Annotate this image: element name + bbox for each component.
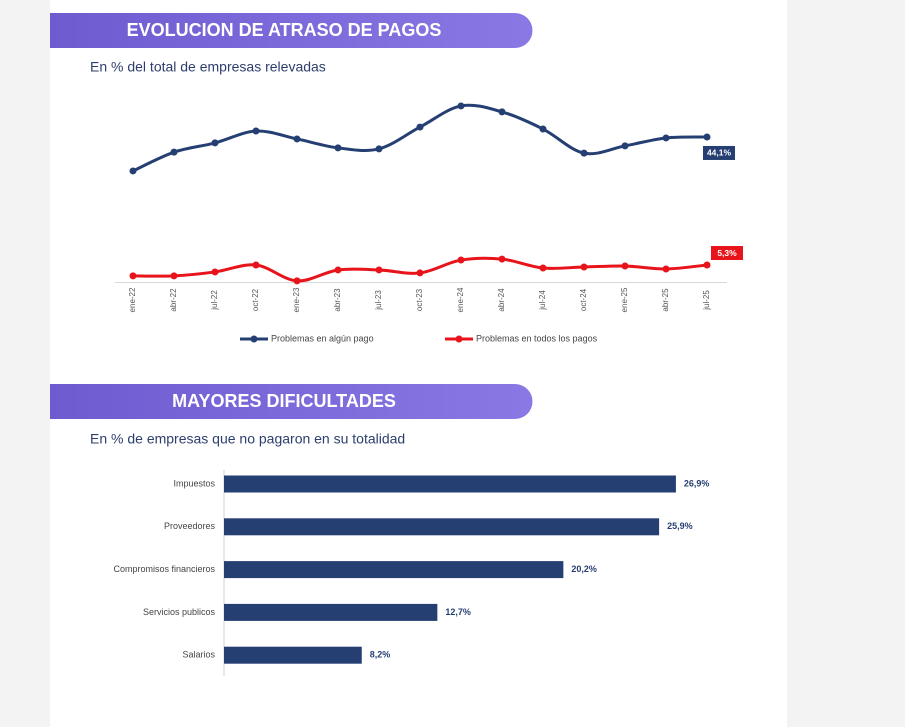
point <box>498 255 506 263</box>
point <box>703 261 711 269</box>
point <box>334 266 342 274</box>
point <box>334 144 342 152</box>
legend-marker <box>250 335 258 343</box>
value-label: 25,9% <box>667 521 693 531</box>
x-tick-label: jul-22 <box>210 290 219 311</box>
chart-title: EVOLUCION DE ATRASO DE PAGOS <box>127 20 442 40</box>
value-label: 5,3% <box>717 248 737 258</box>
bar <box>224 646 362 664</box>
point <box>293 277 301 285</box>
point <box>580 263 588 271</box>
point <box>129 272 137 280</box>
point <box>375 266 383 274</box>
x-tick-label: abr-23 <box>333 288 342 312</box>
chart-title: MAYORES DIFICULTADES <box>172 391 396 411</box>
point <box>293 135 301 143</box>
x-tick-label: oct-23 <box>415 288 424 311</box>
point <box>170 272 178 280</box>
x-tick-label: ene-24 <box>456 287 465 312</box>
value-label: 20,2% <box>571 564 597 574</box>
value-label: 26,9% <box>684 478 710 488</box>
x-tick-label: ene-22 <box>128 287 137 312</box>
point <box>580 149 588 157</box>
bar <box>224 561 564 579</box>
point <box>129 167 137 175</box>
point <box>662 265 670 273</box>
chart-subtitle: En % de empresas que no pagaron en su to… <box>90 431 405 447</box>
x-tick-label: abr-25 <box>661 288 670 312</box>
point <box>662 134 670 142</box>
point <box>621 262 629 270</box>
x-tick-label: oct-22 <box>251 288 260 311</box>
y-tick-label: Proveedores <box>164 521 216 531</box>
value-label: 44,1% <box>707 148 732 158</box>
x-tick-label: jul-25 <box>702 290 711 311</box>
x-tick-label: abr-22 <box>169 288 178 312</box>
point <box>211 139 219 147</box>
chart-subtitle: En % del total de empresas relevadas <box>90 59 326 75</box>
point <box>457 102 465 110</box>
y-tick-label: Servicios publicos <box>143 607 216 617</box>
value-label-box <box>711 246 743 261</box>
value-label-box <box>703 145 735 160</box>
x-tick-label: abr-24 <box>497 288 506 312</box>
point <box>416 269 424 277</box>
point <box>498 108 506 116</box>
point <box>539 264 547 272</box>
x-tick-label: oct-24 <box>579 288 588 311</box>
y-tick-label: Impuestos <box>173 478 215 488</box>
legend-label: Problemas en algún pago <box>271 333 374 343</box>
y-tick-label: Salarios <box>182 650 215 660</box>
bar <box>224 475 676 493</box>
point <box>621 142 629 150</box>
bar <box>224 518 660 536</box>
point <box>703 133 711 141</box>
point <box>252 127 260 135</box>
legend-marker <box>455 335 463 343</box>
x-tick-label: jul-24 <box>538 290 547 311</box>
bar <box>224 603 438 621</box>
banner <box>50 13 533 48</box>
point <box>539 125 547 133</box>
y-tick-label: Compromisos financieros <box>113 564 215 574</box>
legend-label: Problemas en todos los pagos <box>476 333 598 343</box>
point <box>457 256 465 264</box>
value-label: 12,7% <box>445 607 471 617</box>
value-label: 8,2% <box>370 650 391 660</box>
point <box>211 268 219 276</box>
point <box>252 261 260 269</box>
banner <box>50 384 533 419</box>
x-tick-label: ene-25 <box>620 287 629 312</box>
point <box>416 123 424 131</box>
point <box>375 145 383 153</box>
x-tick-label: jul-23 <box>374 290 383 311</box>
x-tick-label: ene-23 <box>292 287 301 312</box>
point <box>170 148 178 156</box>
